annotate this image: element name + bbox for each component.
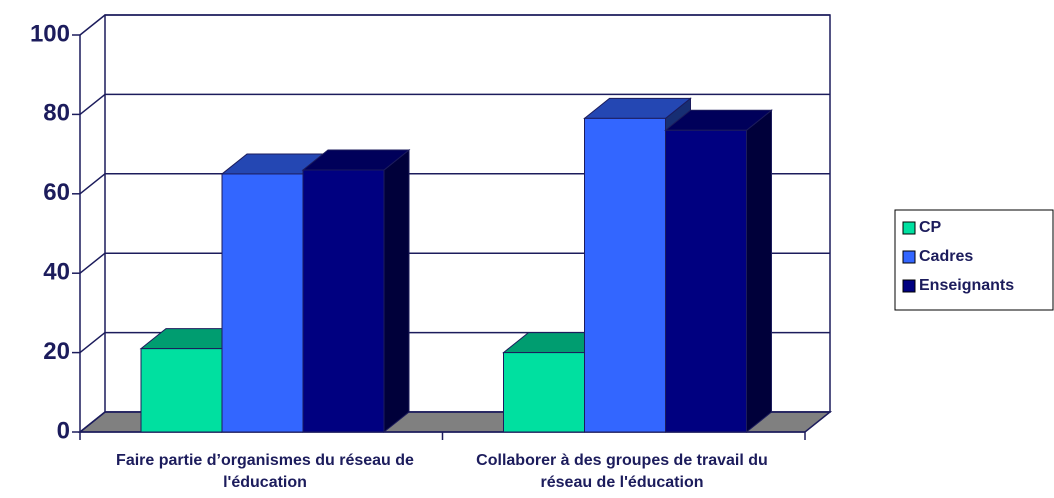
bar — [221, 173, 304, 433]
x-category-label: Faire partie d’organismes du réseau de l… — [116, 452, 414, 491]
grid-line-side — [79, 411, 106, 433]
bar-side — [383, 148, 410, 434]
legend-swatch — [902, 279, 916, 293]
legend-label: Enseignants — [919, 277, 1014, 294]
legend-box — [894, 209, 1054, 311]
y-tick-label: 80 — [43, 100, 70, 127]
legend-swatch — [902, 250, 916, 264]
y-tick-label: 20 — [43, 338, 70, 365]
grid-line-side — [79, 252, 106, 274]
grid-line-side — [79, 14, 106, 36]
x-category-label: Collaborer à des groupes de travail du r… — [476, 452, 768, 491]
bar — [503, 352, 585, 433]
grid-line-side — [79, 173, 106, 195]
bar-side — [746, 109, 772, 434]
legend-label: Cadres — [919, 248, 973, 265]
grid-line-side — [79, 93, 106, 115]
legend-swatch — [902, 221, 916, 235]
y-tick-label: 40 — [43, 259, 70, 286]
legend-label: CP — [919, 219, 942, 236]
grid-line-side — [79, 332, 106, 354]
bar — [665, 129, 747, 433]
y-tick-label: 0 — [57, 417, 70, 444]
y-tick-label: 60 — [43, 179, 70, 206]
bar — [584, 117, 666, 433]
y-tick-label: 100 — [30, 20, 70, 47]
bar — [140, 348, 223, 433]
bar — [302, 169, 385, 433]
